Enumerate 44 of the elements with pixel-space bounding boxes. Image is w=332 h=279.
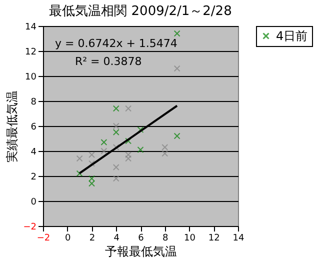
y-tick-label: 2 (30, 172, 36, 182)
point (112, 122, 120, 130)
point (174, 65, 180, 72)
x-tick-label: 14 (232, 234, 244, 244)
annotation: y = 0.6742x + 1.5474 (55, 37, 178, 50)
x-axis-title: 予報最低気温 (105, 244, 177, 258)
y-tick-label: 10 (25, 72, 37, 82)
y-tick-label: −2 (23, 222, 36, 232)
x-tick-label: 12 (208, 234, 220, 244)
point (76, 155, 83, 162)
point (125, 105, 132, 112)
legend-label: 4日前 (276, 29, 308, 43)
y-tick-label: 8 (30, 98, 37, 108)
point (88, 180, 95, 187)
point (125, 155, 132, 162)
point (162, 150, 168, 157)
point (112, 105, 120, 112)
point (174, 30, 180, 37)
point (125, 152, 132, 158)
x-tick-label: 6 (138, 234, 144, 244)
y-tick-label: 0 (30, 198, 37, 208)
y-tick-label: 12 (25, 48, 36, 58)
y-tick-label: 4 (30, 148, 37, 158)
annotation: R² = 0.3878 (75, 55, 142, 68)
x-tick-label: 4 (114, 234, 120, 244)
point (174, 132, 180, 140)
x-tick-label: 10 (184, 234, 196, 244)
point (137, 146, 144, 153)
y-tick-label: 14 (25, 22, 37, 32)
point (162, 144, 168, 150)
point (88, 152, 95, 158)
point (125, 138, 132, 144)
point (100, 139, 108, 146)
x-tick-label: 0 (65, 234, 72, 244)
point (112, 164, 120, 170)
point (100, 148, 108, 154)
point (88, 175, 95, 182)
y-axis-title: 実績最低気温 (5, 90, 20, 162)
point (112, 129, 120, 136)
y-tick-label: 6 (30, 122, 37, 132)
x-tick-label: 2 (89, 234, 96, 244)
chart-title: 最低気温相関 2009/2/1～2/28 (49, 4, 232, 19)
point (112, 175, 120, 182)
x-tick-label: 8 (162, 234, 169, 244)
